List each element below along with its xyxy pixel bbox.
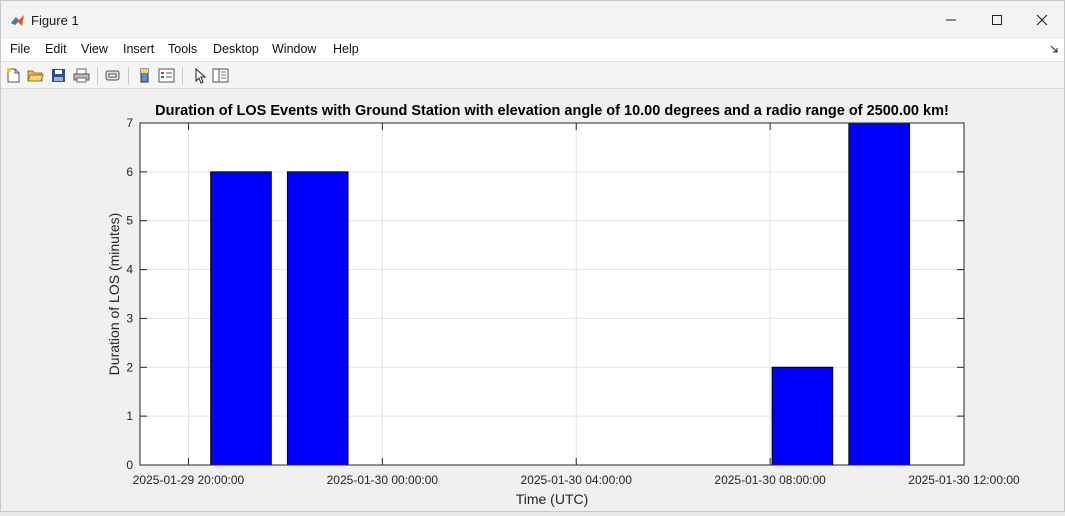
x-tick-label: 2025-01-30 08:00:00	[714, 473, 826, 487]
menu-tools[interactable]: Tools	[168, 42, 198, 56]
menu-window[interactable]: Window	[272, 42, 317, 56]
menu-view[interactable]: View	[81, 42, 108, 56]
x-tick-label: 2025-01-30 12:00:00	[908, 473, 1020, 487]
bar	[286, 171, 349, 466]
property-inspector-icon[interactable]	[212, 67, 229, 84]
new-figure-icon[interactable]	[5, 67, 22, 84]
tick-labels: 0 1 2 3 4 5 6 7 2025-01-29 20:00:00 2025-01-30 00…	[126, 116, 1020, 487]
menu-desktop[interactable]: Desktop	[213, 42, 259, 56]
x-tick-label: 2025-01-30 00:00:00	[327, 473, 439, 487]
menu-file[interactable]: File	[10, 42, 31, 56]
title-bar[interactable]: Figure 1	[1, 1, 1064, 39]
save-icon[interactable]	[50, 67, 67, 84]
y-tick-label: 6	[126, 165, 133, 179]
bar	[848, 122, 910, 466]
y-tick-label: 0	[126, 458, 133, 472]
matlab-logo-icon	[11, 15, 24, 26]
menu-insert[interactable]: Insert	[123, 42, 155, 56]
dock-arrow-icon[interactable]	[1050, 45, 1058, 53]
window-title: Figure 1	[31, 13, 79, 28]
menu-edit[interactable]: Edit	[45, 42, 67, 56]
toolbar-separator	[97, 67, 98, 85]
y-axis-label: Duration of LOS (minutes)	[106, 213, 122, 376]
y-tick-label: 4	[126, 263, 133, 277]
maximize-icon	[992, 15, 1002, 25]
close-icon	[1036, 14, 1048, 26]
bars	[210, 122, 910, 466]
y-tick-label: 2	[126, 360, 133, 374]
axes-box	[139, 122, 965, 466]
y-tick-label: 1	[126, 409, 133, 423]
figure-toolbar	[1, 61, 1064, 89]
toolbar-separator	[182, 67, 183, 85]
insert-legend-icon[interactable]	[158, 67, 175, 84]
y-tick-label: 7	[126, 116, 133, 130]
open-file-icon[interactable]	[27, 67, 44, 84]
y-tick-label: 5	[126, 214, 133, 228]
toolbar-separator	[128, 67, 129, 85]
figure-canvas: Duration of LOS Events with Ground Stati…	[1, 90, 1064, 511]
edit-plot-cursor-icon[interactable]	[191, 67, 208, 84]
x-tick-label: 2025-01-30 04:00:00	[521, 473, 633, 487]
menu-help[interactable]: Help	[333, 42, 359, 56]
x-tick-label: 2025-01-29 20:00:00	[133, 473, 245, 487]
menu-bar: File Edit View Insert Tools Desktop Wind…	[1, 39, 1064, 61]
x-axis-label: Time (UTC)	[516, 491, 589, 507]
link-plot-icon[interactable]	[104, 67, 121, 84]
bar	[210, 171, 272, 466]
insert-colorbar-icon[interactable]	[136, 67, 153, 84]
y-tick-label: 3	[126, 311, 133, 325]
print-icon[interactable]	[73, 67, 90, 84]
close-button[interactable]	[1019, 1, 1065, 39]
chart-title: Duration of LOS Events with Ground Stati…	[155, 103, 949, 119]
maximize-button[interactable]	[974, 1, 1020, 39]
bar-chart: Duration of LOS Events with Ground Stati…	[106, 103, 1020, 507]
minimize-icon	[946, 19, 956, 21]
bar	[771, 366, 834, 466]
minimize-button[interactable]	[928, 1, 974, 39]
